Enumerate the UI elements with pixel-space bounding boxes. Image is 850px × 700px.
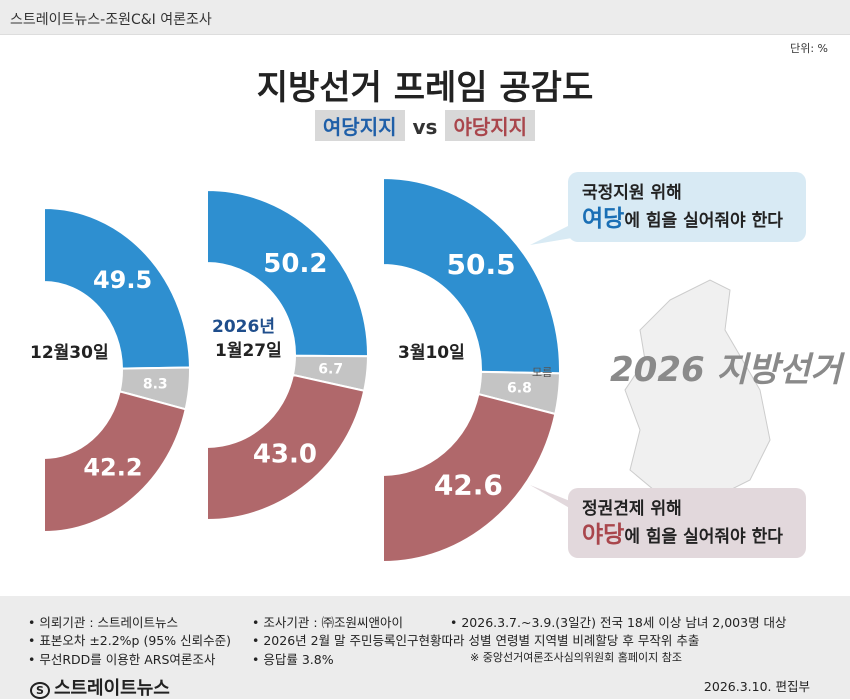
footer-line: • 무선RDD를 이용한 ARS여론조사 xyxy=(28,652,216,667)
subtitle-opp: 야당지지 xyxy=(445,110,536,141)
data-label: 50.5 xyxy=(447,248,516,281)
date-label-2: 1월27일 xyxy=(215,341,282,361)
segment-opposition xyxy=(206,373,366,522)
data-label: 42.2 xyxy=(83,454,142,482)
data-label: 6.7 xyxy=(318,362,343,378)
footer-line: • 응답률 3.8% xyxy=(252,652,334,667)
subtitle-ruling: 여당지지 xyxy=(314,110,405,141)
footer-line: • 조사기관 : ㈜조원씨앤아이 xyxy=(252,615,404,630)
bubble-opp: 정권견제 위해 야당에 힘을 실어줘야 한다 xyxy=(568,488,806,558)
footer-line: • 표본오차 ±2.2%p (95% 신뢰수준) xyxy=(28,633,231,648)
logo: S 스트레이트뉴스 xyxy=(30,674,170,700)
date-label-1: 12월30일 xyxy=(30,343,109,363)
footer-date: 2026.3.10. 편집부 xyxy=(703,679,810,694)
subtitle: 여당지지 vs 야당지지 xyxy=(0,110,850,141)
unknown-label: 모름 xyxy=(532,366,553,379)
footer-line: • 2026.3.7.~3.9.(3일간) 전국 18세 이상 남녀 2,003… xyxy=(450,615,787,630)
segment-ruling xyxy=(206,188,369,358)
date-label-2-year: 2026년 xyxy=(212,317,275,337)
map-text: 2026 지방선거 xyxy=(610,350,842,390)
date-label-3: 3월10일 xyxy=(398,343,465,363)
subtitle-vs: vs xyxy=(412,115,438,139)
bubble-opp-party: 야당 xyxy=(582,522,625,548)
data-label: 42.6 xyxy=(434,468,503,501)
bubble-ruling: 국정지원 위해 여당에 힘을 실어줘야 한다 xyxy=(568,172,806,242)
header-bar: 스트레이트뉴스-조원C&I 여론조사 xyxy=(0,0,850,35)
unit-label: 단위: % xyxy=(790,42,828,55)
source: 스트레이트뉴스-조원C&I 여론조사 xyxy=(10,12,212,28)
segment-ruling xyxy=(382,176,561,375)
logo-text: 스트레이트뉴스 xyxy=(53,678,170,699)
footer-line: • 의뢰기관 : 스트레이트뉴스 xyxy=(28,615,179,630)
footer xyxy=(0,596,850,699)
data-label: 50.2 xyxy=(263,249,327,279)
footer-line: ※ 중앙선거여론조사심의위원회 홈페이지 참조 xyxy=(470,651,682,664)
data-label: 49.5 xyxy=(93,266,152,294)
page-title: 지방선거 프레임 공감도 xyxy=(256,68,594,108)
bubble-opp-line1: 정권견제 위해 xyxy=(582,499,682,519)
bubble-ruling-line1: 국정지원 위해 xyxy=(582,183,682,203)
bubble-ruling-party: 여당 xyxy=(582,206,625,232)
footer-line: • 2026년 2월 말 주민등록인구현황따라 성별 연령별 지역별 비례할당 … xyxy=(252,633,700,648)
data-label: 8.3 xyxy=(143,376,168,392)
bubble-ruling-rest: 에 힘을 실어줘야 한다 xyxy=(624,211,783,231)
segment-ruling xyxy=(43,206,191,370)
segment-opposition xyxy=(382,392,557,564)
segment-opposition xyxy=(43,390,187,534)
data-label: 6.8 xyxy=(507,380,532,396)
data-label: 43.0 xyxy=(253,440,317,470)
bubble-opp-rest: 에 힘을 실어줘야 한다 xyxy=(624,527,783,547)
